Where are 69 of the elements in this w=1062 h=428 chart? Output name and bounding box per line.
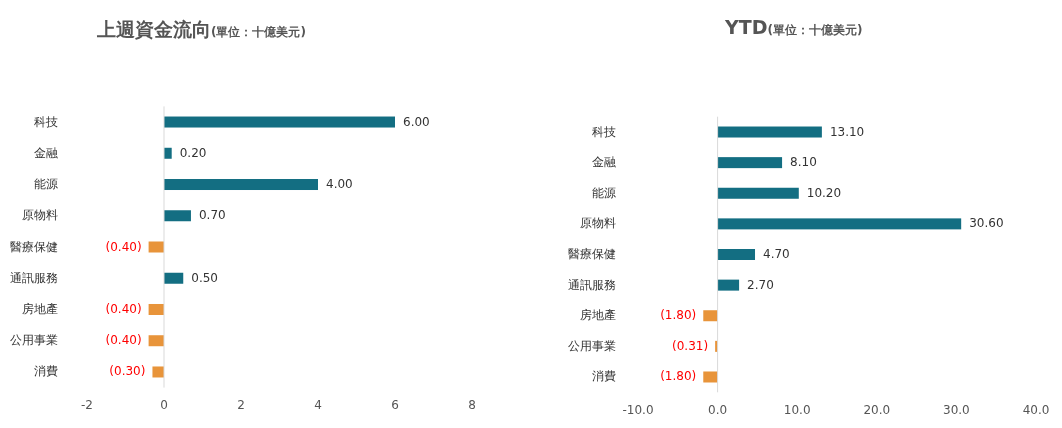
data-label: 2.70	[747, 277, 774, 292]
data-label: (0.30)	[109, 364, 146, 379]
data-label: (1.80)	[660, 369, 697, 384]
bar	[717, 279, 740, 291]
data-label: (0.31)	[672, 338, 709, 353]
bar	[164, 210, 191, 222]
x-tick-label: 10.0	[783, 403, 811, 417]
y-tick-label: 通訊服務	[10, 270, 58, 285]
bar	[717, 187, 799, 199]
chart-title: 上週資金流向	[96, 18, 211, 40]
data-label: 8.10	[790, 155, 817, 170]
x-tick-label: -2	[81, 398, 93, 412]
x-tick-label: 0	[160, 398, 168, 412]
data-label: 6.00	[403, 114, 430, 129]
bar	[148, 335, 164, 347]
y-tick-label: 科技	[592, 124, 616, 139]
bar	[148, 303, 164, 315]
y-tick-label: 房地產	[580, 308, 616, 323]
chart-title: YTD	[724, 16, 768, 38]
x-tick-label: 6	[391, 398, 399, 412]
y-tick-label: 能源	[34, 177, 58, 192]
y-tick-label: 消費	[592, 369, 616, 384]
bar	[717, 157, 783, 169]
data-label: 4.00	[326, 177, 353, 192]
y-tick-label: 醫療保健	[568, 247, 616, 261]
y-tick-label: 金融	[34, 145, 58, 160]
data-label: 30.60	[969, 216, 1004, 231]
bar	[164, 147, 172, 159]
x-tick-label: 40.0	[1022, 403, 1050, 417]
x-tick-label: 2	[237, 398, 245, 412]
bar	[164, 179, 318, 191]
y-tick-label: 房地產	[22, 301, 58, 316]
data-label: 13.10	[829, 124, 865, 139]
chart-subtitle: (單位：十億美元)	[767, 23, 863, 37]
bar	[164, 272, 184, 284]
x-tick-label: 4	[314, 398, 322, 412]
x-tick-label: 20.0	[863, 403, 891, 417]
y-tick-label: 原物料	[22, 208, 58, 223]
data-label: 0.70	[198, 208, 226, 223]
data-label: (0.40)	[105, 301, 142, 316]
data-label: 0.20	[179, 145, 207, 160]
y-tick-label: 醫療保健	[10, 239, 58, 254]
bar	[148, 241, 164, 253]
x-tick-label: 0.0	[708, 403, 728, 417]
y-tick-label: 消費	[34, 364, 58, 379]
bar	[703, 310, 718, 322]
bar	[152, 366, 164, 378]
data-label: 10.20	[806, 185, 842, 200]
data-label: (0.40)	[105, 239, 142, 254]
bar	[717, 126, 822, 138]
y-tick-label: 能源	[592, 185, 616, 200]
chart-subtitle: (單位：十億美元)	[211, 25, 306, 39]
x-tick-label: 30.0	[943, 403, 970, 417]
data-label: (0.40)	[105, 333, 142, 348]
bar	[164, 116, 395, 128]
data-label: (1.80)	[660, 308, 697, 323]
y-tick-label: 公用事業	[568, 338, 616, 353]
y-tick-label: 原物料	[580, 216, 616, 231]
x-tick-label: -10.0	[622, 403, 654, 417]
y-tick-label: 公用事業	[10, 333, 58, 348]
bar	[703, 371, 718, 383]
x-tick-label: 8	[468, 398, 476, 412]
bar	[717, 249, 756, 260]
data-label: 0.50	[191, 270, 218, 285]
y-tick-label: 通訊服務	[568, 277, 616, 292]
y-tick-label: 金融	[592, 155, 616, 170]
y-tick-label: 科技	[34, 114, 58, 129]
data-label: 4.70	[763, 247, 790, 261]
bar	[717, 218, 962, 230]
